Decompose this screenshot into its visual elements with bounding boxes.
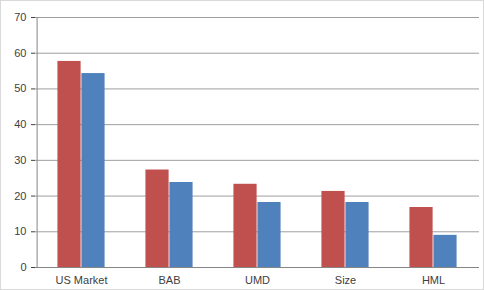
svg-text:HML: HML (422, 274, 445, 286)
svg-text:10: 10 (14, 225, 26, 237)
svg-text:Size: Size (335, 274, 356, 286)
svg-text:20: 20 (14, 190, 26, 202)
svg-text:UMD: UMD (245, 274, 270, 286)
svg-text:0: 0 (20, 261, 26, 273)
svg-text:40: 40 (14, 118, 26, 130)
svg-text:60: 60 (14, 47, 26, 59)
svg-text:US Market: US Market (56, 274, 108, 286)
svg-text:50: 50 (14, 82, 26, 94)
svg-text:70: 70 (14, 11, 26, 23)
svg-text:BAB: BAB (158, 274, 180, 286)
svg-text:30: 30 (14, 154, 26, 166)
